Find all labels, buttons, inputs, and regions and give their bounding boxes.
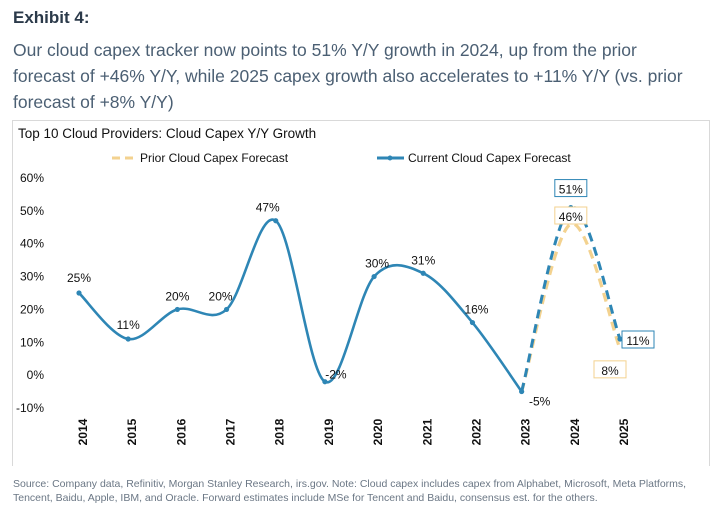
data-label: 25%	[67, 271, 91, 285]
prior-data-label: 46%	[559, 210, 583, 224]
data-point	[125, 336, 131, 342]
data-labels: 25% 11% 20% 20% 47% -2% 30% 31% 16% -5% 51% 11% 46% 8…	[67, 179, 655, 409]
exhibit-label: Exhibit 4:	[13, 8, 90, 27]
y-tick-label: 60%	[20, 171, 44, 185]
chart-title: Top 10 Cloud Providers: Cloud Capex Y/Y …	[18, 126, 317, 141]
data-label: 31%	[411, 253, 435, 267]
data-point	[371, 273, 377, 280]
series-lines	[78, 206, 622, 393]
y-tick-label: 10%	[20, 335, 44, 349]
y-axis: 60% 50% 40% 30% 20% 10% 0% -10%	[16, 171, 44, 415]
current-forecast-line	[520, 206, 622, 392]
data-label: 16%	[464, 303, 488, 317]
legend-current-label: Current Cloud Capex Forecast	[408, 151, 571, 165]
x-tick-label: 2018	[273, 418, 287, 445]
prior-data-label: 8%	[601, 364, 619, 378]
legend-current-marker	[387, 155, 393, 161]
data-label-box	[621, 330, 655, 349]
x-tick-label: 2023	[519, 418, 533, 445]
data-label: 51%	[559, 183, 583, 197]
data-label: 11%	[117, 318, 140, 332]
data-point	[420, 270, 426, 276]
y-tick-label: -10%	[16, 401, 44, 415]
source-note: Source: Company data, Refinitiv, Morgan …	[13, 478, 687, 504]
data-label: 20%	[209, 289, 233, 303]
data-point	[273, 218, 279, 224]
data-point	[223, 306, 230, 313]
legend-prior-label: Prior Cloud Capex Forecast	[140, 151, 289, 165]
x-tick-label: 2022	[469, 418, 483, 445]
x-tick-label: 2025	[617, 418, 631, 445]
x-tick-label: 2019	[322, 418, 336, 445]
x-tick-label: 2021	[420, 418, 434, 445]
y-tick-label: 30%	[20, 270, 44, 284]
data-label: 20%	[165, 289, 189, 303]
chart-panel	[12, 120, 710, 466]
data-label: 11%	[626, 334, 649, 348]
prior-label-box	[554, 206, 588, 225]
y-tick-label: 40%	[20, 237, 44, 251]
data-point	[322, 379, 328, 385]
x-tick-label: 2016	[174, 418, 188, 445]
legend: Prior Cloud Capex Forecast Current Cloud…	[112, 151, 571, 165]
headline: Our cloud capex tracker now points to 51…	[13, 40, 683, 112]
y-tick-label: 50%	[20, 204, 44, 218]
prior-label-box	[593, 360, 627, 379]
x-axis: 2014 2015 2016 2017 2018 2019 2020 2021 2022 2023…	[76, 418, 631, 445]
current-history-line	[78, 218, 523, 393]
x-tick-label: 2015	[125, 418, 139, 445]
data-point	[174, 306, 180, 313]
y-tick-label: 20%	[20, 302, 44, 316]
data-point	[76, 290, 82, 296]
data-point	[519, 388, 525, 395]
data-label-box	[554, 179, 588, 198]
x-tick-label: 2014	[76, 418, 90, 445]
x-tick-label: 2017	[224, 418, 238, 445]
data-label: 47%	[256, 201, 280, 215]
data-label: 30%	[365, 257, 389, 271]
x-tick-label: 2020	[371, 418, 385, 445]
data-label: -2%	[325, 368, 347, 382]
data-point	[617, 336, 623, 342]
data-point	[469, 319, 476, 326]
x-tick-label: 2024	[568, 418, 582, 445]
data-label: -5%	[529, 395, 551, 409]
y-tick-label: 0%	[27, 368, 45, 382]
